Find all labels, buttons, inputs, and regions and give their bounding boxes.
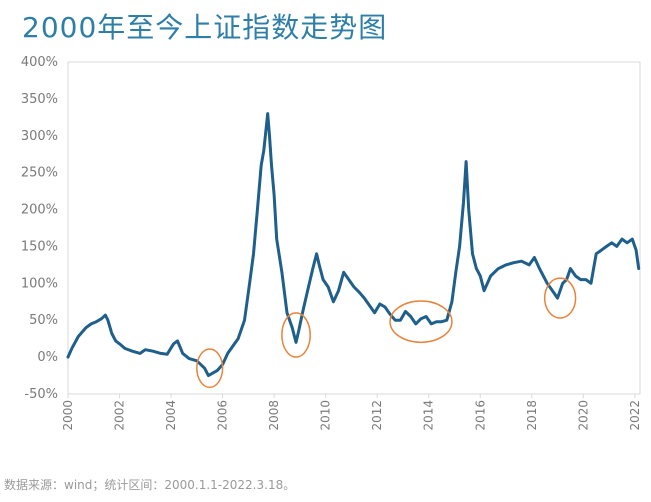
- x-tick-label: 2004: [164, 400, 178, 431]
- x-tick-label: 2006: [216, 400, 230, 431]
- x-axis-ticks: 2000 2002 2004 2006 2008 2010 2012 2014 2016 2018…: [61, 394, 642, 431]
- y-tick-label: 250%: [21, 166, 58, 181]
- x-tick-label: 2012: [370, 400, 384, 431]
- y-tick-label: 100%: [21, 276, 58, 291]
- plot-area-border: [67, 61, 641, 395]
- x-tick-label: 2022: [628, 400, 642, 431]
- x-tick-label: 2010: [319, 400, 333, 431]
- y-axis-ticks: -50% 0% 50% 100% 150% 200% 250% 300% 350% 400%: [21, 55, 58, 402]
- y-tick-label: 50%: [29, 313, 58, 328]
- highlight-circle-0: [196, 348, 224, 389]
- series-line-0: [66, 112, 641, 378]
- x-tick-label: 2016: [473, 400, 487, 431]
- chart-title: 2000年至今上证指数走势图: [22, 11, 388, 44]
- y-tick-label: 400%: [21, 55, 58, 70]
- y-tick-label: 150%: [21, 239, 58, 254]
- x-tick-label: 2002: [113, 400, 127, 431]
- series-group: [66, 112, 641, 378]
- highlight-circle-2: [389, 300, 453, 344]
- x-tick-label: 2020: [576, 400, 590, 431]
- x-tick-label: 2014: [422, 400, 436, 431]
- annotation-group: [196, 277, 577, 389]
- source-note: 数据来源：wind；统计区间：2000.1.1-2022.3.18。: [4, 478, 296, 492]
- x-tick-label: 2018: [525, 400, 539, 431]
- x-tick-label: 2000: [61, 400, 75, 431]
- highlight-circle-1: [281, 312, 311, 358]
- y-tick-label: -50%: [24, 387, 58, 402]
- x-tick-label: 2008: [267, 400, 281, 431]
- y-tick-label: 0%: [37, 350, 58, 365]
- highlight-circle-3: [543, 277, 577, 319]
- y-tick-label: 200%: [21, 203, 58, 218]
- y-tick-label: 350%: [21, 92, 58, 107]
- y-tick-label: 300%: [21, 129, 58, 144]
